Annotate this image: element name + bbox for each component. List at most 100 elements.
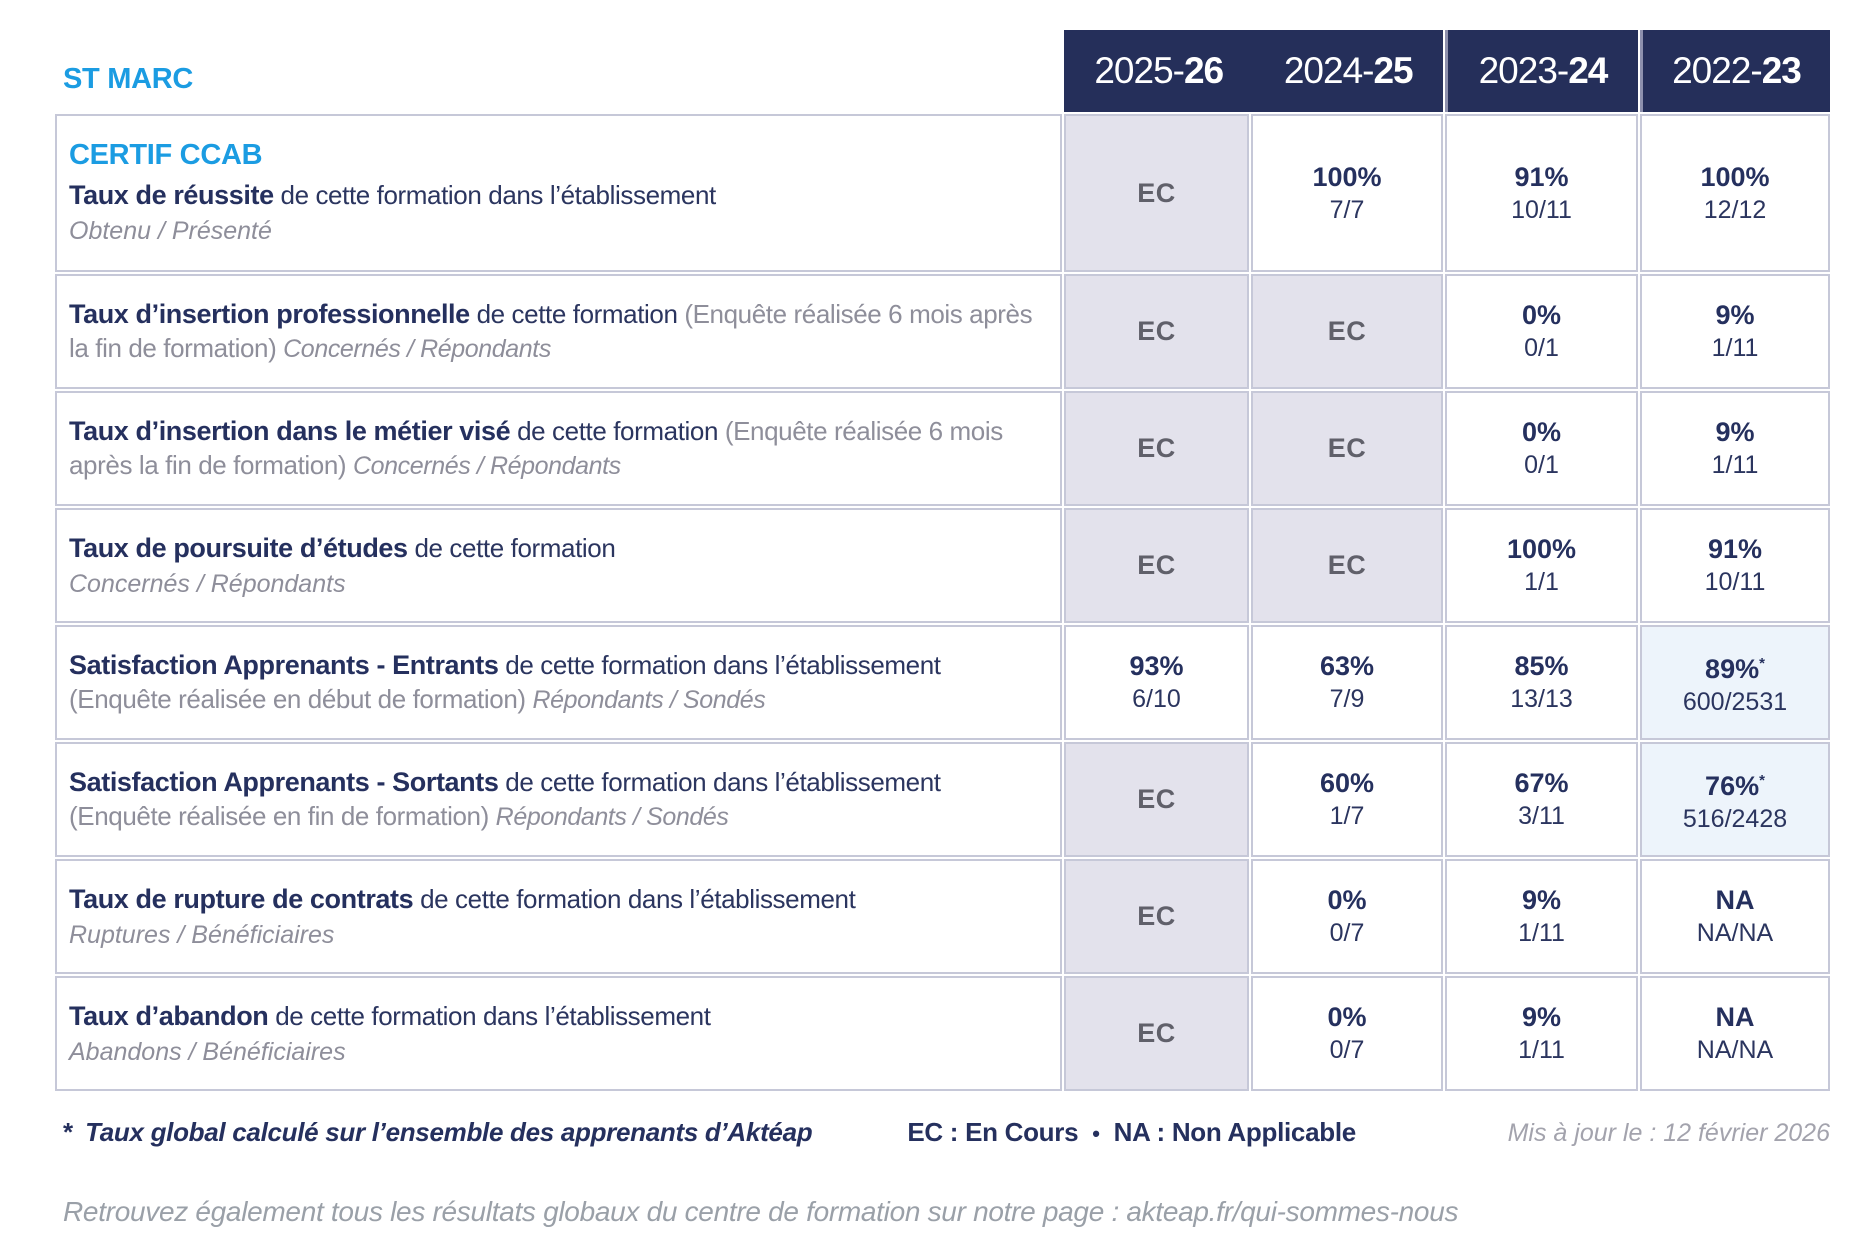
value-cell: NA NA/NA [1640, 976, 1830, 1091]
metric-note: (Enquête réalisée en fin de formation) [69, 801, 489, 831]
percentage-value: 9% [1521, 1002, 1562, 1032]
footnote-text: Taux global calculé sur l’ensemble des a… [85, 1117, 813, 1147]
percentage-value: 0% [1521, 300, 1562, 330]
percentage-value: 100% [1700, 161, 1770, 192]
ec-value: EC [1137, 784, 1176, 814]
ratio-value: 1/11 [1518, 919, 1565, 947]
metric-title-bold: Taux de poursuite d’études [69, 533, 408, 563]
ratio-value: 516/2428 [1682, 805, 1788, 833]
value-cell-ec: EC [1064, 976, 1249, 1091]
site-label: ST MARC [63, 63, 194, 95]
metric-subtitle: Ruptures / Bénéficiaires [69, 921, 335, 949]
value-cell: 9% 1/11 [1445, 859, 1638, 974]
ratio-value: 1/11 [1711, 334, 1759, 362]
ratio-value: 1/11 [1711, 451, 1759, 479]
metric-title-rest: de cette formation dans l’établissement [280, 180, 717, 210]
metric-label-satisfaction-entrants: Satisfaction Apprenants - Entrants de ce… [55, 625, 1062, 740]
value-cell-ec: EC [1064, 114, 1249, 272]
year-bold: 25 [1373, 50, 1413, 91]
year-prefix: 2024- [1283, 50, 1375, 91]
metric-label-rupture-contrats: Taux de rupture de contrats de cette for… [55, 859, 1062, 974]
value-cell: 9% 1/11 [1640, 391, 1830, 506]
metric-title-bold: Taux d’abandon [69, 1001, 269, 1031]
value-cell-global: 89%* 600/2531 [1640, 625, 1830, 740]
ratio-value: NA/NA [1696, 919, 1774, 947]
ec-value: EC [1137, 316, 1176, 346]
value-cell-ec: EC [1251, 274, 1443, 389]
metric-title-rest: de cette formation [476, 299, 678, 329]
metric-title: Taux de rupture de contrats de cette for… [69, 882, 1034, 916]
percentage-value: 91% [1707, 534, 1763, 564]
metric-note: (Enquête réalisée 6 mois après la fin de… [69, 416, 1003, 480]
value-cell: 100% 1/1 [1445, 508, 1638, 623]
ec-value: EC [1137, 1018, 1176, 1048]
ratio-value: 6/10 [1132, 685, 1181, 713]
year-header-group: 2025-26 2024-25 [1064, 30, 1443, 112]
metric-subtitle: Répondants / Sondés [532, 686, 766, 714]
year-header-2024-25: 2024-25 [1283, 50, 1414, 92]
value-cell: 93% 6/10 [1064, 625, 1249, 740]
ec-value: EC [1327, 550, 1367, 580]
metric-title-bold: Satisfaction Apprenants - Entrants [69, 650, 499, 680]
percentage-value: 91% [1514, 161, 1569, 192]
value-cell: 67% 3/11 [1445, 742, 1638, 857]
metric-title-rest: de cette formation dans l’établissement [275, 1001, 711, 1031]
metric-title: Taux d’abandon de cette formation dans l… [69, 999, 1034, 1033]
year-prefix: 2022- [1672, 50, 1763, 91]
value-cell-ec: EC [1251, 391, 1443, 506]
percentage-number: 76% [1705, 771, 1760, 801]
metric-note: (Enquête réalisée en début de formation) [69, 684, 526, 714]
ratio-value: 13/13 [1510, 685, 1573, 713]
metric-title-rest: de cette formation dans l’établissement [505, 650, 941, 680]
footnote-asterisk: * [63, 1117, 74, 1147]
ec-value: EC [1327, 316, 1367, 346]
ec-value: EC [1137, 901, 1176, 931]
value-cell: NA NA/NA [1640, 859, 1830, 974]
percentage-value: 0% [1327, 885, 1367, 915]
ec-value: EC [1327, 433, 1367, 463]
ratio-value: 1/11 [1518, 1036, 1565, 1064]
ratio-value: NA/NA [1696, 1036, 1774, 1064]
metric-subtitle: Obtenu / Présenté [69, 217, 272, 245]
percentage-value: NA [1715, 885, 1755, 915]
percentage-value: 67% [1514, 768, 1569, 798]
metric-title: Satisfaction Apprenants - Entrants de ce… [69, 648, 1034, 717]
value-cell: 100% 7/7 [1251, 114, 1443, 272]
metric-title-rest: de cette formation [414, 533, 616, 563]
value-cell: 60% 1/7 [1251, 742, 1443, 857]
value-cell: 0% 0/1 [1445, 391, 1638, 506]
value-cell: 100% 12/12 [1640, 114, 1830, 272]
percentage-number: 89% [1705, 654, 1760, 684]
metric-title-rest: de cette formation [517, 416, 719, 446]
ratio-value: 10/11 [1704, 568, 1766, 596]
ratio-value: 1/7 [1329, 802, 1365, 830]
year-bold: 24 [1568, 50, 1608, 91]
value-cell: 91% 10/11 [1640, 508, 1830, 623]
metric-title: Taux de poursuite d’études de cette form… [69, 531, 1034, 565]
value-cell-ec: EC [1064, 391, 1249, 506]
ec-value: EC [1137, 433, 1176, 463]
value-cell-ec: EC [1064, 859, 1249, 974]
asterisk-marker: * [1759, 772, 1765, 789]
metric-label-insertion-professionnelle: Taux d’insertion professionnelle de cett… [55, 274, 1062, 389]
metric-subtitle: Répondants / Sondés [495, 803, 729, 831]
year-label: 2022-23 [1672, 50, 1802, 92]
legend-ec: EC : En Cours [907, 1117, 1079, 1147]
ratio-value: 10/11 [1511, 195, 1572, 224]
metric-label-abandon: Taux d’abandon de cette formation dans l… [55, 976, 1062, 1091]
year-header-2025-26: 2025-26 [1094, 50, 1224, 92]
ratio-value: 3/11 [1518, 802, 1565, 830]
percentage-value: NA [1715, 1002, 1755, 1032]
legend-bullet: • [1092, 1121, 1100, 1146]
percentage-value: 60% [1319, 768, 1375, 798]
percentage-value: 9% [1521, 885, 1562, 915]
legend: EC : En Cours • NA : Non Applicable [907, 1117, 1356, 1148]
metric-subtitle: Abandons / Bénéficiaires [69, 1038, 346, 1066]
percentage-value: 100% [1506, 534, 1577, 564]
metric-title: Taux d’insertion professionnelle de cett… [69, 297, 1034, 366]
updated-date: Mis à jour le : 12 février 2026 [1507, 1119, 1830, 1147]
year-prefix: 2025- [1094, 50, 1185, 91]
value-cell-ec: EC [1064, 508, 1249, 623]
asterisk-marker: * [1759, 655, 1765, 672]
